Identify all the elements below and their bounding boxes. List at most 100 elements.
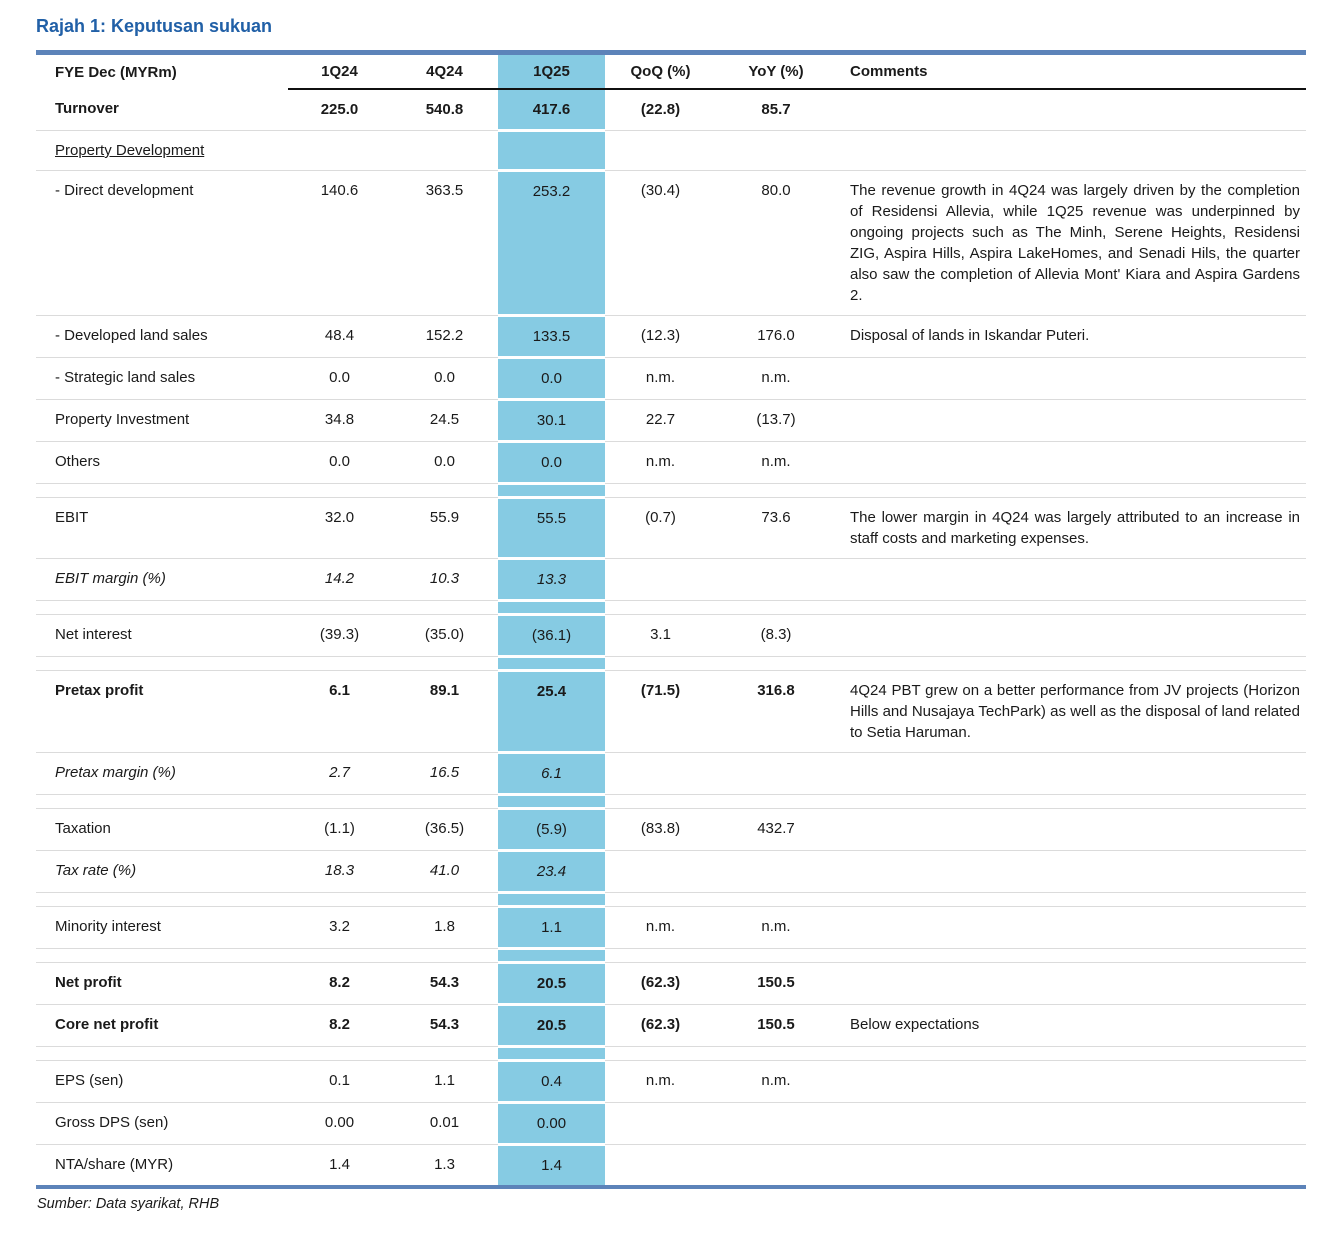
value-cell-qoq: (22.8) [640,101,681,118]
value-cell-yoy [716,1144,836,1185]
value-cell-1q25: 25.4 [498,669,605,753]
value-cell-qoq: 3.1 [605,614,716,657]
value-cell-yoy: 316.8 [716,670,836,753]
value-cell-4q24: 152.2 [391,315,498,358]
value-cell-4q24: 16.5 [391,752,498,795]
comment-cell: 4Q24 PBT grew on a better performance fr… [836,670,1306,753]
metric-label-cell: Gross DPS (sen) [36,1102,288,1145]
metric-label-cell: Property Investment [36,399,288,442]
metric-label-cell: Property Development [36,130,288,171]
value-cell-yoy [716,892,836,907]
col-header-qoq: QoQ (%) [605,55,716,90]
value-cell-qoq [605,892,716,907]
value-cell-4q24: 540.8 [425,101,464,118]
spacer-row [36,947,1306,963]
table-row: Pretax margin (%) 2.7 16.5 6.1 [36,751,1306,795]
value-cell-4q24: 363.5 [391,170,498,316]
value-cell-qoq: (62.3) [605,1004,716,1047]
value-cell-yoy [716,948,836,963]
value-cell-1q25: 6.1 [498,751,605,795]
value-cell-1q25: 1.4 [498,1143,605,1185]
value-cell-1q24: 8.2 [288,962,391,1005]
comment-cell [836,483,1306,498]
value-cell-qoq: (12.3) [605,315,716,358]
table-row: - Developed land sales 48.4 152.2 133.5 (12.… [36,314,1306,358]
table-row: Pretax profit 6.1 89.1 25.4 (71.5) 316.8 4Q24 … [36,669,1306,753]
value-cell-yoy [716,794,836,809]
value-cell-1q24: 0.0 [288,357,391,400]
value-cell-yoy: 73.6 [716,497,836,559]
table-row: Gross DPS (sen) 0.00 0.01 0.00 [36,1101,1306,1145]
value-cell-1q25 [498,793,605,809]
table-row: Tax rate (%) 18.3 41.0 23.4 [36,849,1306,893]
value-cell-yoy [716,1046,836,1061]
metric-label-cell: Pretax margin (%) [36,752,288,795]
value-cell-1q25 [498,891,605,907]
value-cell-1q25 [498,1045,605,1061]
value-cell-1q24 [288,600,391,615]
value-cell-4q24: 1.8 [391,906,498,949]
value-cell-yoy [716,656,836,671]
value-cell-1q25: 13.3 [498,557,605,601]
comment-cell [836,962,1306,1005]
comment-cell [836,614,1306,657]
figure-title: Rajah 1: Keputusan sukuan [36,16,273,36]
value-cell-yoy [716,850,836,893]
value-cell-yoy: (8.3) [716,614,836,657]
comment-cell [836,1046,1306,1061]
value-cell-yoy [716,558,836,601]
metric-label-cell: EBIT margin (%) [36,558,288,601]
value-cell-qoq [605,752,716,795]
metric-label-cell: Tax rate (%) [36,850,288,893]
value-cell-4q24 [391,483,498,498]
table-row: Net profit 8.2 54.3 20.5 (62.3) 150.5 [36,961,1306,1005]
value-cell-4q24 [391,948,498,963]
value-cell-qoq [605,1144,716,1185]
value-cell-1q24: 225.0 [320,101,359,118]
value-cell-1q25: 55.5 [498,496,605,559]
comment-cell: The revenue growth in 4Q24 was largely d… [836,170,1306,316]
comment-cell [836,906,1306,949]
value-cell-1q25: (36.1) [498,613,605,657]
value-cell-yoy: (13.7) [716,399,836,442]
value-cell-yoy: 432.7 [716,808,836,851]
value-cell-yoy: 150.5 [716,1004,836,1047]
value-cell-1q24 [288,130,391,171]
value-cell-1q24: 0.0 [288,441,391,484]
value-cell-1q25: 23.4 [498,849,605,893]
value-cell-qoq [605,948,716,963]
table-row: Turnover 225.0 540.8 417.6 (22.8) 85.7 [36,89,1306,131]
value-cell-yoy: 176.0 [716,315,836,358]
table-row: Property Investment 34.8 24.5 30.1 22.7 (13.7… [36,398,1306,442]
comment-cell: Below expectations [836,1004,1306,1047]
source-note: Sumber: Data syarikat, RHB [37,1196,220,1212]
value-cell-yoy [716,600,836,615]
value-cell-4q24: 89.1 [391,670,498,753]
header-row: FYE Dec (MYRm) 1Q24 4Q24 1Q25 QoQ (%) Yo… [36,55,1306,90]
value-cell-yoy [716,1102,836,1145]
metric-label-cell: - Strategic land sales [36,357,288,400]
value-cell-4q24 [391,892,498,907]
value-cell-yoy [716,483,836,498]
table-row: NTA/share (MYR) 1.4 1.3 1.4 [36,1143,1306,1185]
value-cell-qoq [605,1046,716,1061]
value-cell-qoq: n.m. [605,441,716,484]
value-cell-4q24: (36.5) [391,808,498,851]
value-cell-qoq: (62.3) [605,962,716,1005]
value-cell-1q24: 32.0 [288,497,391,559]
value-cell-qoq [605,600,716,615]
value-cell-1q25: 133.5 [498,314,605,358]
metric-label-cell [36,600,288,615]
metric-label-cell [36,948,288,963]
value-cell-yoy: 85.7 [761,101,791,118]
value-cell-qoq [605,483,716,498]
value-cell-yoy: n.m. [716,1060,836,1103]
value-cell-1q25: 417.6 [498,89,605,131]
value-cell-4q24: (35.0) [391,614,498,657]
spacer-row [36,793,1306,809]
comment-cell [836,558,1306,601]
value-cell-1q24: 6.1 [288,670,391,753]
comment-cell [836,89,1306,131]
value-cell-yoy [716,752,836,795]
value-cell-1q24 [288,892,391,907]
